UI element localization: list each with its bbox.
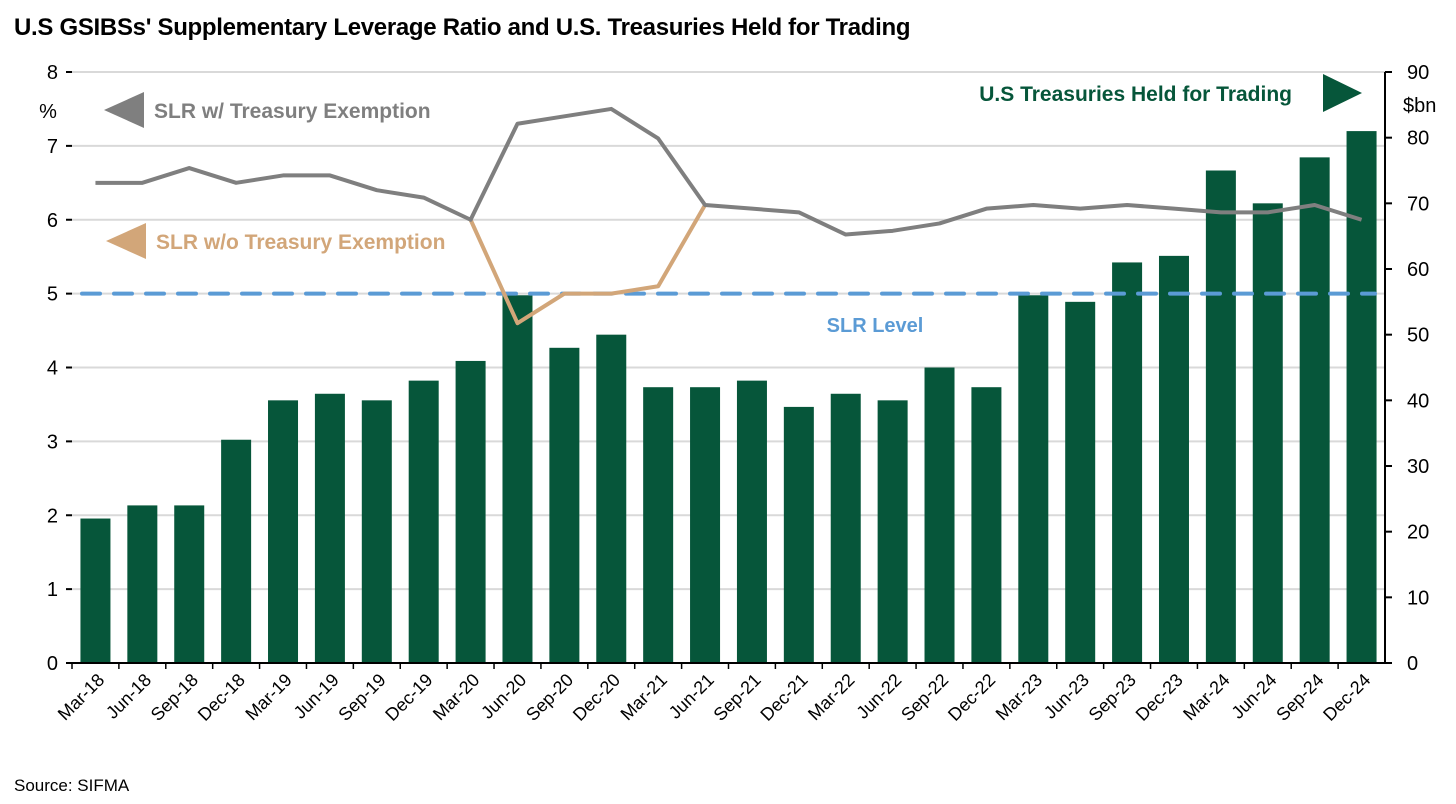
left-tick-label: 5 (47, 284, 58, 306)
source-note: Source: SIFMA (14, 776, 130, 795)
bar-Mar-24 (1205, 170, 1236, 663)
left-tick-label: 0 (47, 653, 58, 675)
x-tick-label: Dec-23 (1132, 670, 1187, 725)
bar-Dec-22 (971, 387, 1002, 663)
x-tick-label: Sep-22 (897, 670, 952, 725)
bar-Sep-21 (736, 380, 767, 663)
bar-Mar-20 (455, 360, 486, 663)
bar-Mar-21 (643, 387, 674, 663)
bar-Sep-22 (924, 367, 955, 663)
bar-Jun-24 (1252, 203, 1283, 664)
right-tick-label: 40 (1407, 390, 1429, 412)
bar-Jun-19 (314, 393, 345, 663)
bar-Sep-20 (549, 347, 580, 663)
bar-Jun-21 (690, 387, 721, 663)
bar-Jun-23 (1065, 301, 1096, 663)
x-tick-label: Dec-20 (569, 670, 624, 725)
left-arrow-icon (106, 223, 146, 259)
bar-Mar-19 (268, 400, 299, 663)
x-tick-label: Sep-23 (1085, 670, 1140, 725)
bar-Sep-24 (1299, 157, 1330, 663)
x-tick-label: Dec-18 (194, 670, 249, 725)
chart-title: U.S GSIBSs' Supplementary Leverage Ratio… (14, 14, 911, 41)
gray-series-label: SLR w/ Treasury Exemption (154, 100, 431, 123)
right-axis-label: $bn (1403, 95, 1436, 117)
line-slr-w-o-treasury-exemption (468, 203, 707, 326)
bar-Jun-20 (502, 295, 533, 663)
x-tick-label: Sep-21 (710, 670, 765, 725)
left-tick-label: 7 (47, 136, 58, 158)
right-tick-label: 50 (1407, 325, 1429, 347)
right-tick-label: 60 (1407, 259, 1429, 281)
bar-Mar-22 (830, 393, 861, 663)
bar-Sep-23 (1112, 262, 1143, 663)
bar-Dec-23 (1158, 255, 1189, 663)
right-tick-label: 70 (1407, 193, 1429, 215)
x-tick-label: Mar-22 (804, 670, 858, 724)
x-tick-label: Jun-19 (290, 670, 343, 723)
bar-Jun-18 (127, 505, 158, 663)
left-tick-label: 2 (47, 505, 58, 527)
right-tick-label: 10 (1407, 587, 1429, 609)
bar-Dec-19 (408, 380, 439, 663)
right-tick-label: 90 (1407, 62, 1429, 84)
x-tick-label: Dec-19 (381, 670, 436, 725)
line-slr-w-treasury-exemption (95, 106, 1363, 237)
bar-Jun-22 (877, 400, 908, 663)
x-tick-label: Mar-20 (429, 670, 483, 724)
bar-Sep-19 (361, 400, 392, 663)
x-tick-label: Mar-23 (992, 670, 1046, 724)
x-tick-label: Jun-24 (1228, 670, 1281, 723)
x-tick-label: Jun-22 (852, 670, 905, 723)
x-tick-label: Sep-20 (522, 670, 577, 725)
bar-Mar-18 (80, 518, 111, 663)
left-arrow-icon (104, 92, 144, 128)
x-tick-label: Jun-23 (1040, 670, 1093, 723)
bar-Dec-21 (783, 406, 814, 663)
x-tick-label: Sep-19 (334, 670, 389, 725)
bar-Dec-18 (221, 439, 252, 663)
green-series-label: U.S Treasuries Held for Trading (979, 83, 1292, 106)
left-tick-label: 8 (47, 62, 58, 84)
left-axis-label: % (39, 101, 57, 123)
x-tick-label: Jun-18 (102, 670, 155, 723)
x-tick-label: Jun-21 (665, 670, 718, 723)
left-tick-label: 4 (47, 358, 58, 380)
bar-Mar-23 (1018, 295, 1049, 663)
slr-level-label: SLR Level (827, 315, 924, 337)
left-tick-label: 6 (47, 210, 58, 232)
x-tick-label: Mar-24 (1179, 670, 1233, 724)
x-tick-label: Jun-20 (477, 670, 530, 723)
x-tick-label: Dec-24 (1319, 670, 1374, 725)
x-tick-label: Dec-21 (756, 670, 811, 725)
right-arrow-icon (1323, 74, 1362, 112)
tan-series-label: SLR w/o Treasury Exemption (156, 231, 445, 254)
left-tick-label: 1 (47, 579, 58, 601)
x-tick-label: Sep-18 (147, 670, 202, 725)
right-tick-label: 0 (1407, 653, 1418, 675)
bar-Sep-18 (174, 505, 205, 663)
x-tick-label: Mar-19 (241, 670, 295, 724)
x-tick-label: Mar-21 (617, 670, 671, 724)
right-tick-label: 20 (1407, 522, 1429, 544)
x-tick-label: Sep-24 (1272, 670, 1327, 725)
bar-Dec-20 (596, 334, 627, 663)
right-tick-label: 80 (1407, 128, 1429, 150)
left-tick-label: 3 (47, 431, 58, 453)
bar-Dec-24 (1346, 131, 1377, 664)
right-tick-label: 30 (1407, 456, 1429, 478)
x-tick-label: Mar-18 (54, 670, 108, 724)
x-tick-label: Dec-22 (944, 670, 999, 725)
